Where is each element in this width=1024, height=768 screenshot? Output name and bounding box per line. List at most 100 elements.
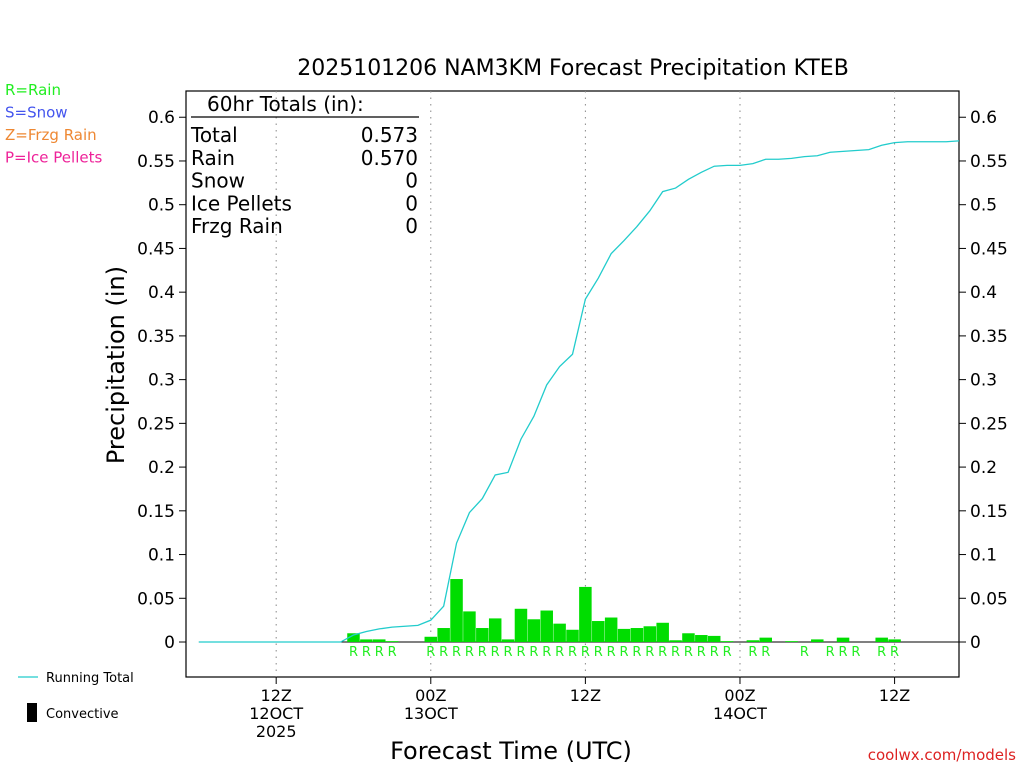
y-tick-label: 0.05 [970, 589, 1008, 609]
totals-value: 0 [405, 169, 418, 193]
ptype-marker: R [465, 645, 474, 660]
ptype-marker: R [426, 645, 435, 660]
y-tick-label: 0.4 [970, 283, 997, 303]
ptype-marker: R [555, 645, 564, 660]
totals-header: 60hr Totals (in): [207, 92, 364, 116]
x-tick-label: 14OCT [713, 704, 767, 723]
ptype-marker: R [748, 645, 757, 660]
precip-bar [579, 586, 592, 643]
convective-legend: Convective [27, 703, 119, 722]
precip-bar [707, 635, 721, 643]
precip-bar [463, 611, 476, 643]
ptype-marker: R [710, 645, 719, 660]
convective-legend-label: Convective [46, 707, 119, 722]
y-tick-label: 0.25 [137, 414, 175, 434]
running-total-legend: Running Total [18, 671, 134, 686]
totals-box: 60hr Totals (in): Total 0.573 Rain 0.570 Snow… [190, 92, 419, 238]
x-tick-label: 2025 [256, 722, 297, 741]
ptype-marker: R [645, 645, 654, 660]
x-tick-label: 12Z [261, 686, 292, 705]
y-axis-label: Precipitation (in) [102, 266, 130, 464]
x-tick-label: 12OCT [249, 704, 303, 723]
y-tick-label: 0 [970, 633, 981, 653]
precip-bar [360, 639, 373, 643]
running-total-legend-label: Running Total [46, 671, 134, 686]
precip-bar [720, 641, 734, 643]
y-tick-label: 0.15 [970, 502, 1008, 522]
convective-swatch [27, 703, 37, 722]
precip-bar [424, 636, 438, 643]
precip-bar [514, 608, 528, 643]
precip-bar [888, 639, 901, 643]
ptype-marker: R [349, 645, 358, 660]
precip-bar [527, 619, 541, 643]
hourly-bars [347, 579, 901, 643]
ptype-marker: R [516, 645, 525, 660]
ptype-marker: R [439, 645, 448, 660]
ptype-legend-item: S=Snow [5, 104, 68, 122]
ptype-legend-item: Z=Frzg Rain [5, 126, 97, 144]
ptype-marker: R [362, 645, 371, 660]
ptype-marker: R [542, 645, 551, 660]
ptype-marker: R [452, 645, 461, 660]
ptype-marker: R [375, 645, 384, 660]
ptype-legend-item: R=Rain [5, 81, 61, 99]
y-tick-label: 0.25 [970, 414, 1008, 434]
totals-value: 0.570 [361, 146, 418, 170]
y-axis-left: 0.6 0.55 0.5 0.45 0.4 0.35 0.3 0.25 0.2 0.15 0.1 0.… [137, 108, 186, 653]
totals-value: 0 [405, 191, 418, 215]
precip-bar [759, 637, 772, 643]
precip-bar [695, 635, 708, 643]
precip-bar [617, 628, 631, 643]
ptype-marker: R [671, 645, 680, 660]
y-tick-label: 0.4 [148, 283, 175, 303]
ptype-marker: R [800, 645, 809, 660]
ptype-marker: R [890, 645, 899, 660]
plot-frame [185, 90, 960, 678]
credit-text: coolwx.com/models [868, 746, 1016, 764]
ptype-marker: R [658, 645, 667, 660]
ptype-legend: R=Rain S=Snow Z=Frzg Rain P=Ice Pellets [5, 81, 102, 167]
precip-bar [656, 622, 669, 643]
precip-bar [836, 637, 850, 643]
precip-bar [682, 633, 695, 643]
ptype-marker: R [504, 645, 513, 660]
y-axis-right: 0.6 0.55 0.5 0.45 0.4 0.35 0.3 0.25 0.2 0.15 0.1 0.… [959, 108, 1008, 653]
ptype-marker: R [684, 645, 693, 660]
y-tick-label: 0.35 [970, 327, 1008, 347]
precip-bar [592, 621, 605, 643]
y-tick-label: 0.3 [970, 371, 997, 391]
ptype-marker: R [851, 645, 860, 660]
ptype-marker: R [839, 645, 848, 660]
ptype-marker: R [877, 645, 886, 660]
vertical-gridlines [275, 91, 896, 677]
y-tick-label: 0.6 [970, 108, 997, 128]
totals-value: 0.573 [361, 123, 418, 147]
ptype-marker: R [632, 645, 641, 660]
precip-bar [501, 639, 515, 643]
y-tick-label: 0.05 [137, 589, 175, 609]
precip-bar [811, 639, 824, 643]
totals-value: 0 [405, 214, 418, 238]
running-total-line [198, 140, 960, 643]
y-tick-label: 0.6 [148, 108, 175, 128]
chart-title: 2025101206 NAM3KM Forecast Precipitation… [297, 56, 849, 81]
precip-bar [643, 626, 657, 643]
precip-bar [373, 639, 386, 643]
y-tick-label: 0.35 [137, 327, 175, 347]
totals-label: Frzg Rain [191, 214, 283, 238]
y-tick-label: 0.1 [970, 546, 997, 566]
ptype-marker: R [594, 645, 603, 660]
ptype-marker: R [723, 645, 732, 660]
ptype-marker: R [697, 645, 706, 660]
ptype-marker: R [761, 645, 770, 660]
x-tick-label: 12Z [879, 686, 910, 705]
precip-bar [437, 628, 450, 643]
y-tick-label: 0.2 [970, 458, 997, 478]
precip-bar [669, 640, 682, 643]
precip-bar [488, 618, 502, 643]
ptype-marker: R [581, 645, 590, 660]
precip-bar [566, 629, 579, 643]
